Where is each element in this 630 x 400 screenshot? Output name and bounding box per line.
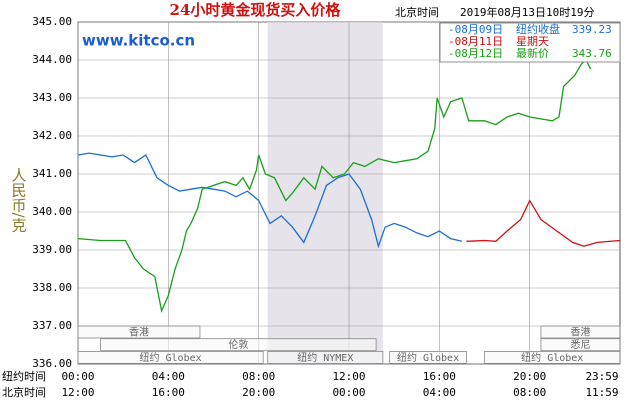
legend-name: -08月12日: [448, 47, 503, 60]
watermark: www.kitco.cn: [82, 32, 195, 50]
legend-note: 最新价: [516, 46, 549, 60]
subtitle: 2019年08月13日10时19分: [460, 5, 594, 19]
session-label: 纽约 NYMEX: [297, 351, 353, 364]
x2-tick-label: 20:00: [242, 386, 275, 399]
x-tick-label: 04:00: [152, 370, 185, 383]
y-tick-label: 344.00: [32, 53, 72, 66]
subtitle-label: 北京时间: [395, 5, 439, 19]
x-row-label: 纽约时间: [2, 369, 46, 383]
chart-title: 24小时黄金现货买入价格: [170, 1, 342, 19]
legend-name: -08月11日: [448, 35, 503, 48]
x-row-label: 北京时间: [2, 385, 46, 399]
series-line: [466, 199, 621, 247]
legend-note: 纽约收盘: [516, 22, 560, 36]
legend-note: 星期天: [516, 35, 549, 48]
session-label: 纽约 Globex: [397, 351, 459, 364]
session-bar: [100, 338, 377, 352]
session-bar: [77, 325, 201, 339]
session-bar: [389, 350, 467, 364]
y-tick-label: 342.00: [32, 129, 72, 142]
legend-value: 339.23: [572, 23, 612, 36]
y-tick-label: 337.00: [32, 319, 72, 332]
y-tick-label: 340.00: [32, 205, 72, 218]
x2-tick-label: 16:00: [152, 386, 185, 399]
y-tick-label: 345.00: [32, 15, 72, 28]
x-tick-label: 20:00: [513, 370, 546, 383]
session-label: 伦敦: [228, 338, 248, 351]
x2-tick-label: 00:00: [332, 386, 365, 399]
legend-name: -08月09日: [448, 23, 503, 36]
session-shade: [267, 22, 383, 364]
legend-value: 343.76: [572, 47, 612, 60]
session-bar: [540, 325, 621, 339]
y-tick-label: 343.00: [32, 91, 72, 104]
x2-tick-label: 11:59: [585, 386, 618, 399]
session-label: 纽约 Globex: [140, 351, 202, 364]
y-tick-label: 336.00: [32, 357, 72, 370]
legend-box: [439, 22, 621, 63]
session-label: 悉尼: [570, 339, 590, 351]
x-tick-label: 23:59: [585, 370, 618, 383]
x2-tick-label: 08:00: [513, 386, 546, 399]
x-tick-label: 08:00: [242, 370, 275, 383]
series-line: [77, 152, 463, 249]
session-bar: [540, 338, 621, 352]
series-line: [77, 58, 592, 313]
x2-tick-label: 04:00: [423, 386, 456, 399]
y-tick-label: 338.00: [32, 281, 72, 294]
x2-tick-label: 12:00: [61, 386, 94, 399]
y-tick-label: 339.00: [32, 243, 72, 256]
session-label: 香港: [129, 327, 149, 339]
session-bar: [77, 350, 264, 364]
session-bar: [484, 350, 621, 364]
x-tick-label: 16:00: [423, 370, 456, 383]
session-label: 香港: [570, 327, 590, 339]
session-label: 纽约 Globex: [521, 351, 583, 364]
y-axis-label: 人民币/克: [10, 167, 28, 233]
x-tick-label: 12:00: [332, 370, 365, 383]
x-tick-label: 00:00: [61, 370, 94, 383]
y-tick-label: 341.00: [32, 167, 72, 180]
session-bar: [267, 350, 384, 364]
